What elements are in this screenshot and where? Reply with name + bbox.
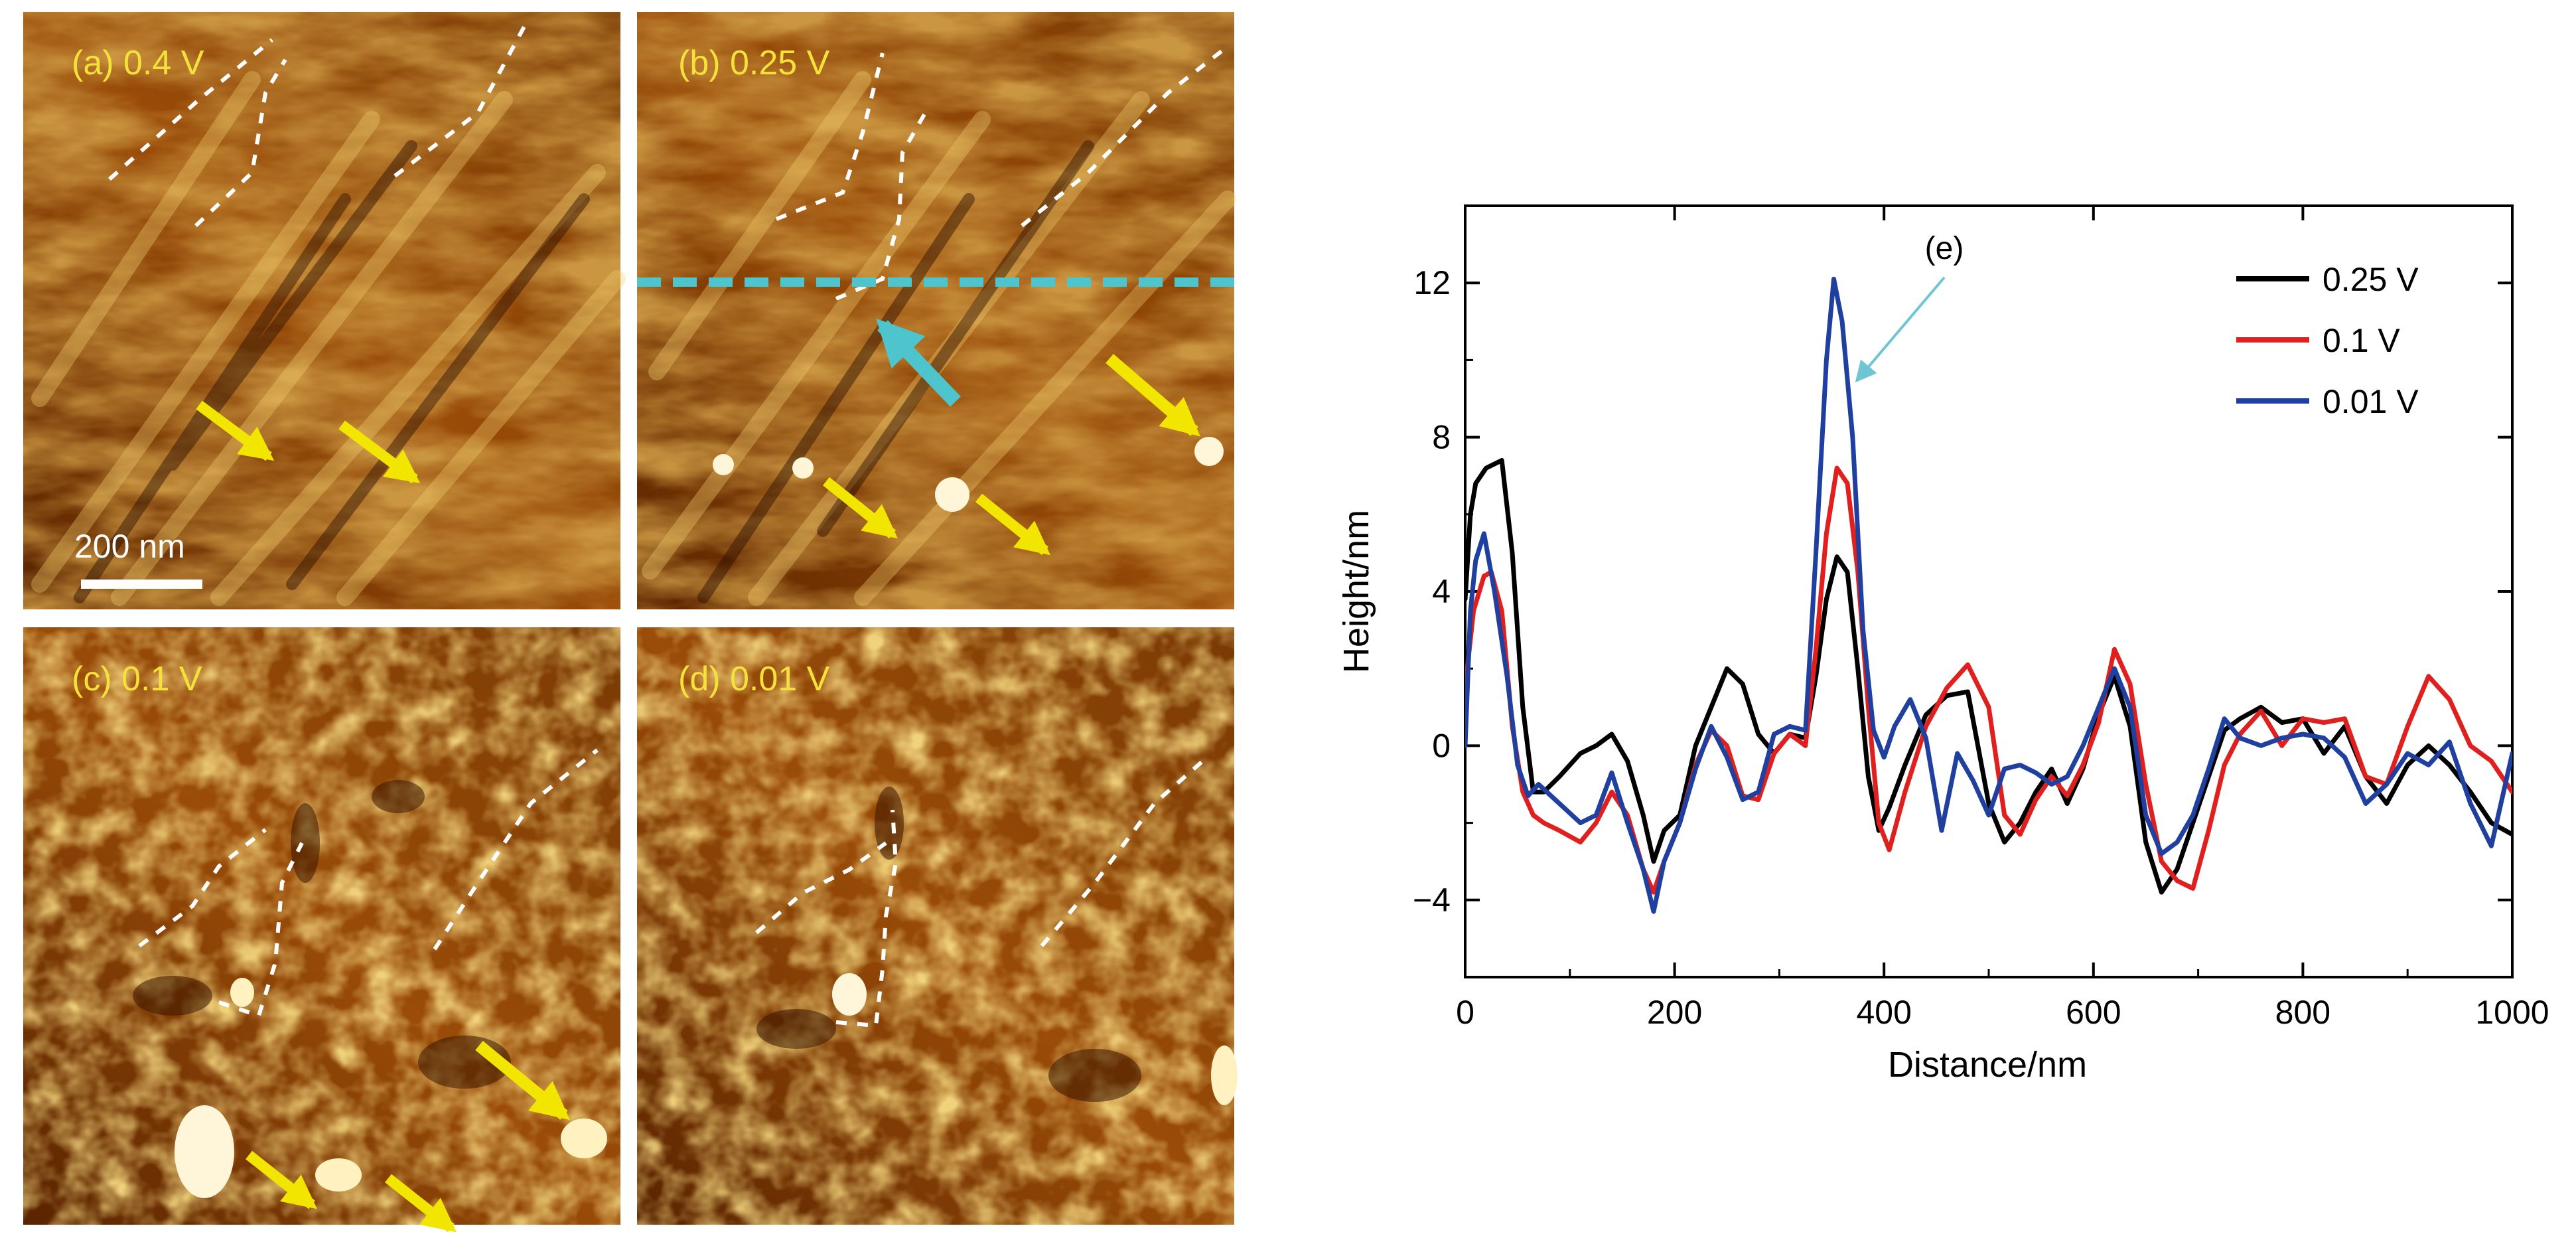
panel-a-label: (a) 0.4 V xyxy=(72,44,204,82)
series-line-2 xyxy=(1465,276,2512,914)
series-lines xyxy=(1465,276,2512,914)
x-tick-label-3: 600 xyxy=(2066,994,2121,1031)
legend-label-1: 0.1 V xyxy=(2323,322,2400,359)
y-tick-label-3: 8 xyxy=(1432,419,1451,456)
plot-frame xyxy=(1464,204,2514,978)
yellow-arrow-a1 xyxy=(196,400,275,461)
panel-d-label: (d) 0.01 V xyxy=(678,660,830,698)
afm-panel-b: (b) 0.25 V xyxy=(637,12,1236,609)
y-tick-label-1: 0 xyxy=(1432,727,1451,764)
x-tick-label-4: 800 xyxy=(2275,994,2330,1031)
y-tick-label-4: 12 xyxy=(1413,264,1451,301)
bright-particle-c4 xyxy=(230,978,254,1007)
legend-label-0: 0.25 V xyxy=(2323,261,2419,298)
bright-particle-b4 xyxy=(1194,437,1224,466)
yellow-arrow-c3 xyxy=(475,1041,570,1120)
yellow-arrow-a2 xyxy=(338,420,421,484)
x-tick-label-5: 1000 xyxy=(2475,994,2549,1031)
legend: 0.25 V 0.1 V 0.01 V xyxy=(2236,261,2419,420)
yellow-arrow-b1 xyxy=(823,477,898,539)
series-line-0 xyxy=(1465,458,2512,895)
x-tick-label-1: 200 xyxy=(1647,994,1702,1031)
x-tick-label-2: 400 xyxy=(1856,994,1911,1031)
scale-bar-label: 200 nm xyxy=(74,528,185,565)
chart-panel-label: (e) xyxy=(1925,231,1964,266)
bright-particle-c1 xyxy=(175,1105,234,1198)
bright-particle-c3 xyxy=(561,1119,607,1158)
annotation-arrow xyxy=(1855,276,1946,383)
afm-panel-c: (c) 0.1 V xyxy=(23,627,620,1233)
legend-label-2: 0.01 V xyxy=(2323,383,2419,420)
bright-particle-b2 xyxy=(792,457,814,479)
bright-particle-b1 xyxy=(713,454,734,475)
bright-particle-d2 xyxy=(1211,1045,1238,1105)
bright-particle-b3 xyxy=(935,477,969,512)
cyan-arrow xyxy=(876,318,961,407)
dotted-trace-a xyxy=(108,25,526,228)
panel-c-label: (c) 0.1 V xyxy=(72,660,202,698)
yellow-arrow-c2 xyxy=(385,1174,457,1233)
height-profile-chart: 0 200 400 600 800 1000 −4 0 4 8 12 Distance/nm Hei… xyxy=(1336,204,2549,1085)
x-tick-label-0: 0 xyxy=(1456,994,1474,1031)
yellow-arrow-b2 xyxy=(975,493,1050,556)
y-tick-label-0: −4 xyxy=(1413,882,1451,919)
bright-particle-c2 xyxy=(315,1158,362,1192)
dotted-trace-b xyxy=(775,44,1229,301)
yellow-arrow-c1 xyxy=(246,1150,318,1209)
afm-panel-a: 200 nm (a) 0.4 V xyxy=(23,12,626,609)
axis-tick-labels: 0 200 400 600 800 1000 −4 0 4 8 12 xyxy=(1413,264,2549,1031)
bright-particle-d1 xyxy=(832,973,867,1016)
axis-ticks xyxy=(1464,204,2514,977)
dotted-trace-d xyxy=(755,755,1209,1028)
dotted-trace-c xyxy=(138,748,599,1018)
y-tick-label-2: 4 xyxy=(1432,573,1451,610)
x-axis-label: Distance/nm xyxy=(1888,1045,2087,1085)
y-axis-label: Height/nm xyxy=(1336,510,1376,673)
afm-panel-d: (d) 0.01 V xyxy=(637,627,1238,1225)
panel-b-label: (b) 0.25 V xyxy=(678,44,830,82)
yellow-arrow-b3 xyxy=(1106,354,1200,437)
